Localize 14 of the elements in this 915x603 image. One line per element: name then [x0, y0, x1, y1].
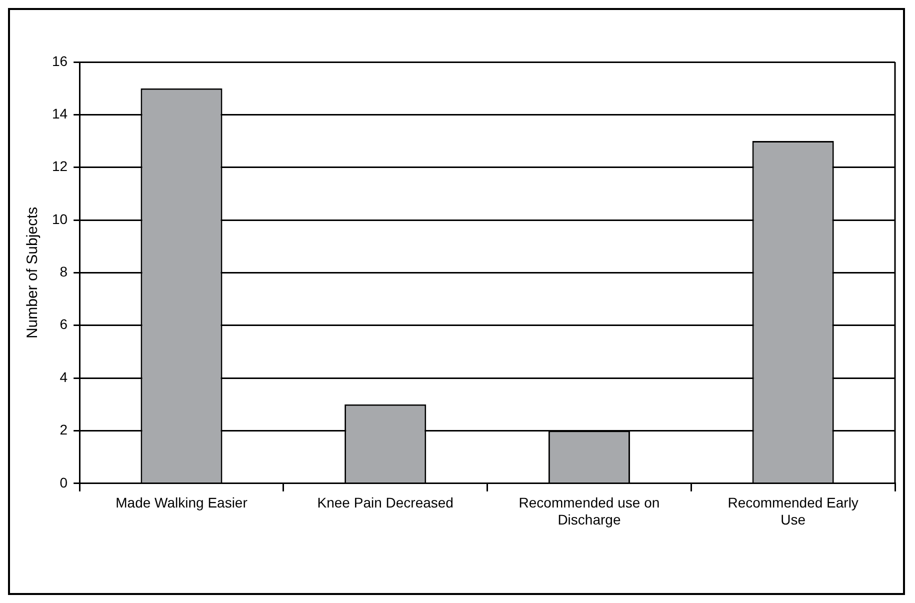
- y-tick-label: 16: [52, 52, 68, 69]
- y-axis-title: Number of Subjects: [24, 206, 42, 339]
- y-tick-label: 0: [60, 474, 68, 490]
- y-tick-label: 4: [60, 368, 68, 385]
- x-tick-label: Recommended use on Discharge: [518, 494, 660, 528]
- y-tick-label: 14: [52, 106, 68, 122]
- y-tick-label: 10: [52, 210, 68, 227]
- x-tick-label: Recommended Early Use: [728, 494, 858, 528]
- y-tick-label: 2: [60, 422, 68, 438]
- x-tick-label: Made Walking Easier: [116, 494, 248, 511]
- x-tick-label: Knee Pain Decreased: [317, 494, 454, 511]
- y-tick-label: 6: [60, 316, 68, 332]
- y-tick-label: 8: [60, 264, 68, 280]
- y-tick-label: 12: [52, 158, 68, 174]
